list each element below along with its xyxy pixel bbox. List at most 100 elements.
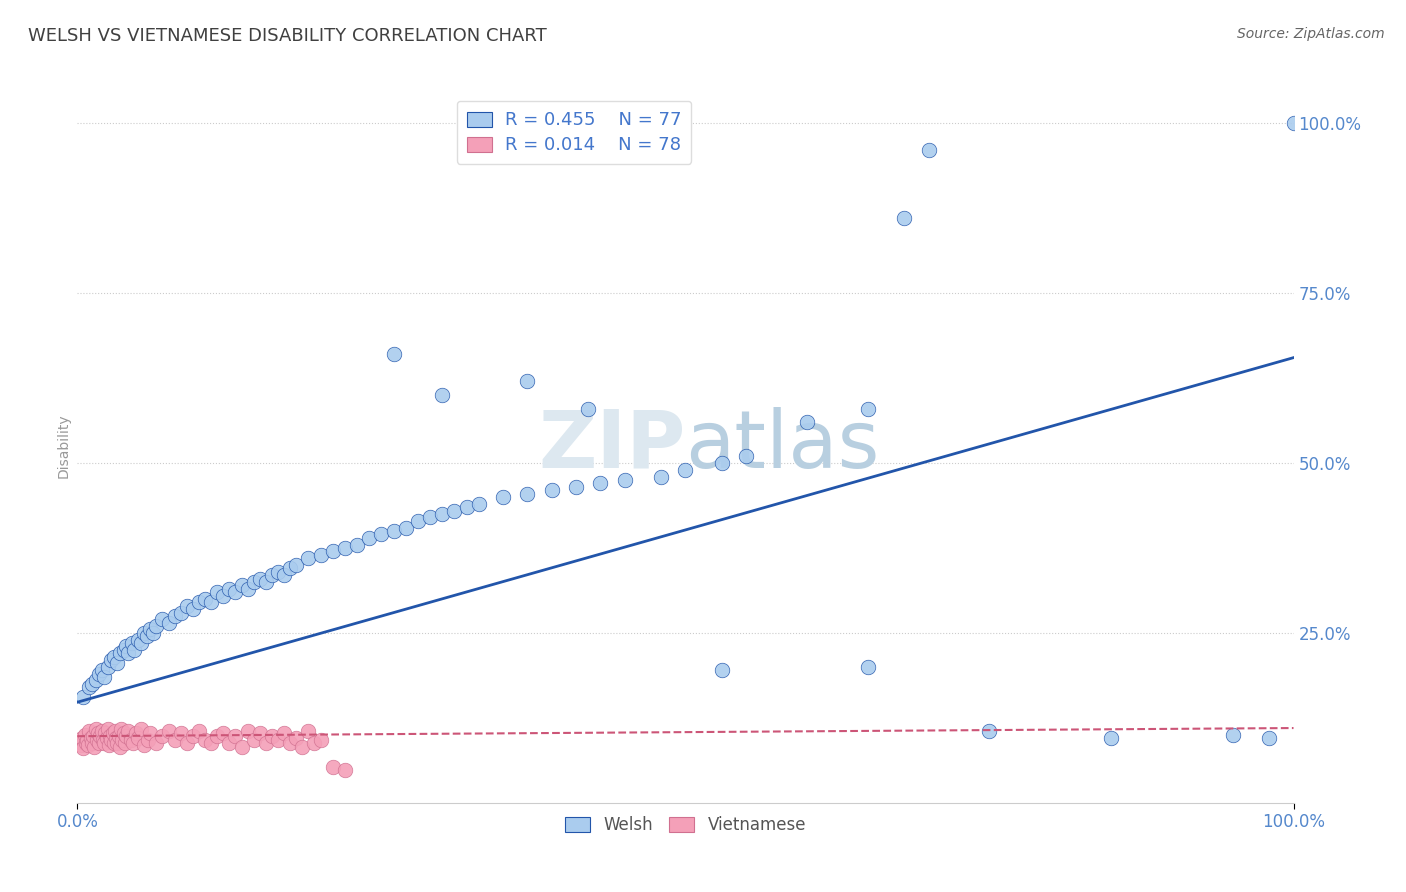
Point: [406, 514, 429, 528]
Point: [86, 733, 108, 747]
Point: [212, 726, 235, 740]
Point: [194, 733, 217, 747]
Point: [97, 738, 120, 752]
Point: [134, 626, 156, 640]
Point: [107, 657, 129, 671]
Point: [1258, 731, 1281, 746]
Point: [101, 726, 124, 740]
Point: [114, 736, 136, 750]
Point: [735, 449, 758, 463]
Point: [112, 726, 135, 740]
Point: [918, 144, 941, 158]
Point: [359, 531, 381, 545]
Point: [110, 723, 132, 737]
Point: [249, 572, 271, 586]
Point: [589, 476, 612, 491]
Point: [309, 548, 332, 562]
Point: [127, 731, 149, 746]
Point: [309, 733, 332, 747]
Point: [75, 736, 97, 750]
Point: [90, 663, 112, 677]
Point: [70, 731, 93, 746]
Point: [157, 724, 180, 739]
Point: [249, 726, 271, 740]
Point: [89, 729, 111, 743]
Point: [120, 733, 142, 747]
Point: [333, 763, 356, 777]
Point: [205, 585, 228, 599]
Point: [108, 646, 131, 660]
Point: [212, 589, 235, 603]
Point: [145, 736, 167, 750]
Point: [218, 582, 240, 596]
Point: [278, 561, 301, 575]
Point: [710, 456, 733, 470]
Point: [650, 469, 672, 483]
Point: [395, 520, 418, 534]
Point: [322, 544, 344, 558]
Point: [200, 736, 222, 750]
Point: [69, 734, 91, 748]
Point: [136, 733, 159, 747]
Point: [122, 736, 145, 750]
Point: [181, 729, 204, 743]
Point: [675, 463, 697, 477]
Point: [322, 760, 344, 774]
Point: [124, 643, 146, 657]
Point: [346, 537, 368, 551]
Point: [72, 690, 94, 705]
Point: [492, 490, 515, 504]
Point: [267, 733, 290, 747]
Point: [142, 626, 165, 640]
Point: [170, 726, 193, 740]
Point: [83, 740, 105, 755]
Point: [260, 568, 283, 582]
Point: [76, 733, 98, 747]
Point: [90, 724, 112, 739]
Point: [236, 724, 259, 739]
Point: [117, 724, 139, 739]
Point: [100, 733, 122, 747]
Point: [87, 726, 110, 740]
Point: [129, 636, 152, 650]
Point: [112, 643, 135, 657]
Point: [170, 606, 193, 620]
Point: [80, 736, 103, 750]
Point: [135, 629, 157, 643]
Point: [194, 591, 217, 606]
Point: [516, 486, 538, 500]
Point: [104, 724, 127, 739]
Point: [80, 731, 103, 746]
Point: [273, 568, 295, 582]
Point: [254, 574, 277, 589]
Point: [115, 640, 138, 654]
Point: [176, 599, 198, 613]
Point: [285, 731, 308, 746]
Point: [145, 619, 167, 633]
Point: [419, 510, 441, 524]
Text: Source: ZipAtlas.com: Source: ZipAtlas.com: [1237, 27, 1385, 41]
Point: [370, 527, 392, 541]
Point: [278, 736, 301, 750]
Point: [260, 729, 283, 743]
Point: [84, 723, 107, 737]
Point: [117, 646, 139, 660]
Point: [224, 585, 246, 599]
Point: [79, 680, 101, 694]
Point: [72, 741, 94, 756]
Point: [382, 524, 405, 538]
Point: [80, 677, 103, 691]
Point: [134, 738, 156, 752]
Point: [103, 649, 125, 664]
Point: [856, 660, 879, 674]
Point: [224, 729, 246, 743]
Point: [121, 636, 143, 650]
Point: [242, 574, 264, 589]
Point: [297, 724, 319, 739]
Point: [129, 723, 152, 737]
Point: [103, 736, 125, 750]
Point: [267, 565, 290, 579]
Point: [107, 736, 129, 750]
Point: [93, 736, 115, 750]
Point: [710, 663, 733, 677]
